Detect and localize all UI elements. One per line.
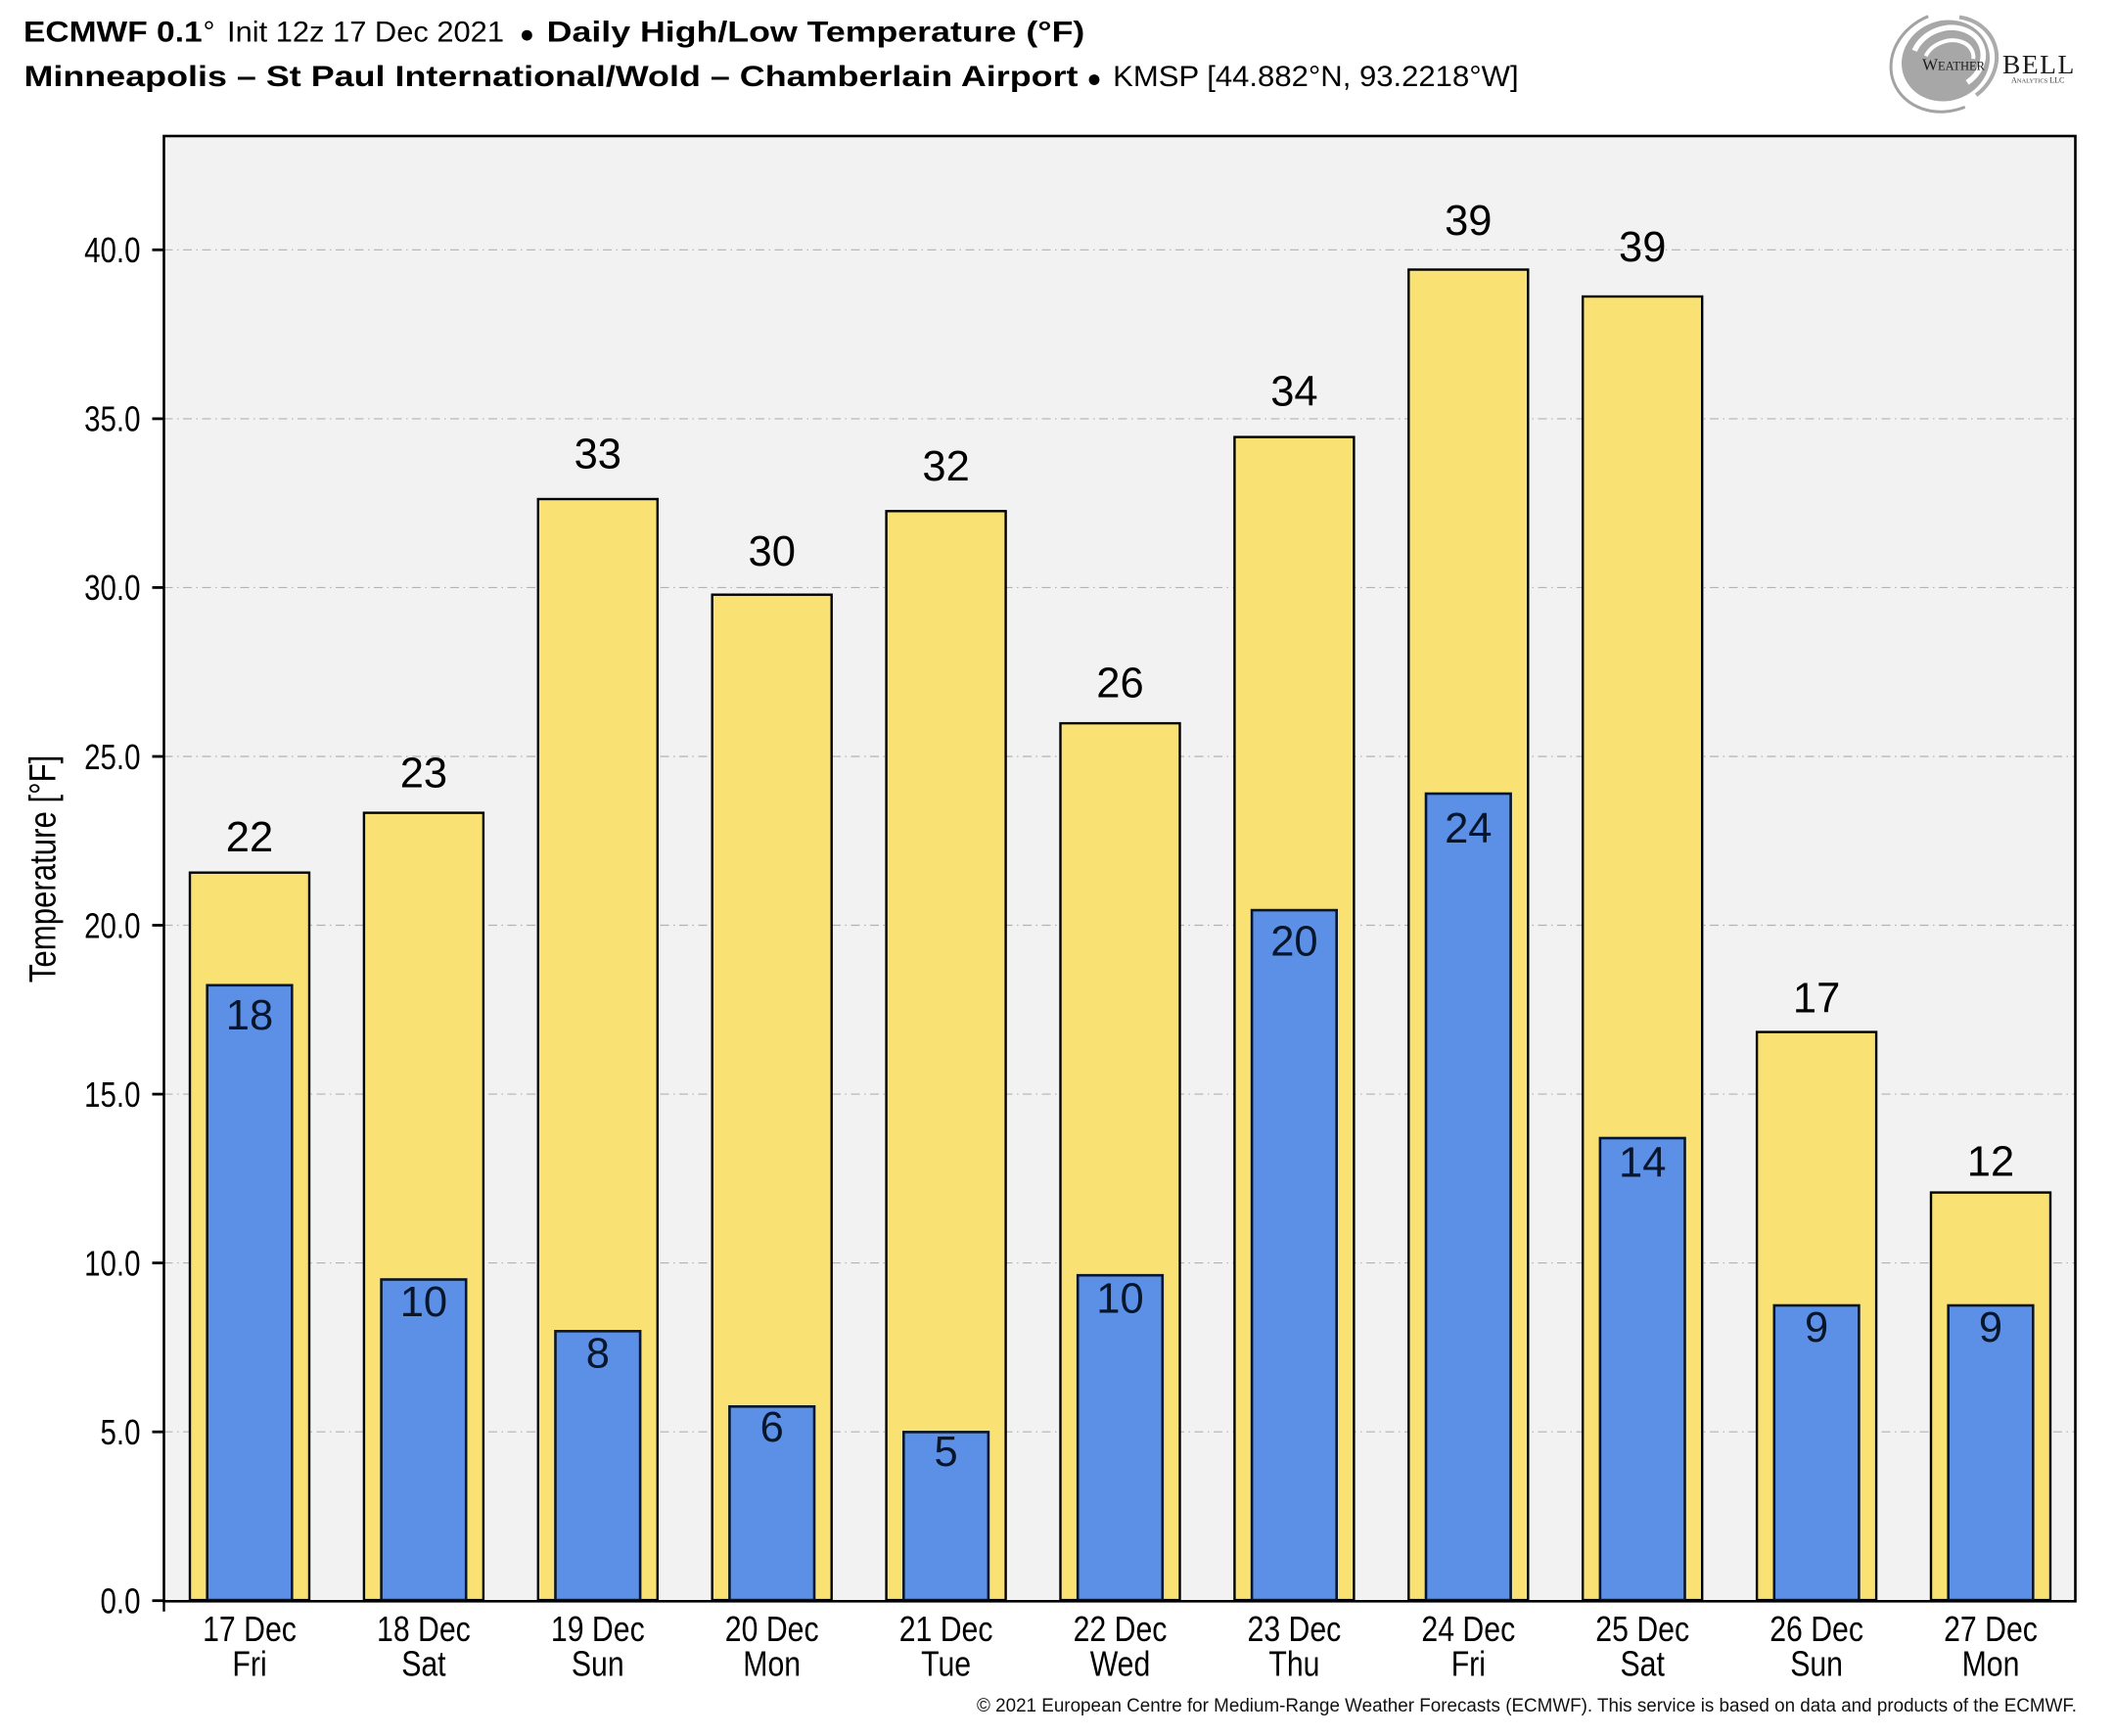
svg-text:33: 33 [574, 432, 621, 479]
svg-text:18: 18 [226, 992, 273, 1039]
svg-text:35.0: 35.0 [84, 399, 140, 439]
svg-text:Wed: Wed [1090, 1644, 1151, 1684]
svg-text:Daily High/Low Temperature (°F: Daily High/Low Temperature (°F) [547, 16, 1085, 48]
svg-text:17 Dec: 17 Dec [203, 1609, 297, 1649]
svg-text:KMSP [44.882°N, 93.2218°W]: KMSP [44.882°N, 93.2218°W] [1113, 61, 1518, 93]
svg-text:26: 26 [1096, 660, 1143, 707]
svg-text:°: ° [204, 16, 215, 48]
svg-text:39: 39 [1619, 224, 1666, 271]
svg-text:20.0: 20.0 [84, 905, 140, 945]
svg-text:6: 6 [760, 1404, 784, 1451]
svg-text:© 2021 European Centre for Med: © 2021 European Centre for Medium-Range … [977, 1696, 2077, 1716]
svg-text:21 Dec: 21 Dec [899, 1609, 993, 1649]
svg-text:9: 9 [1805, 1304, 1828, 1351]
svg-text:40.0: 40.0 [84, 230, 140, 270]
svg-text:5.0: 5.0 [101, 1412, 141, 1452]
svg-text:12: 12 [1967, 1138, 2014, 1185]
svg-text:Mon: Mon [743, 1644, 801, 1684]
svg-text:26 Dec: 26 Dec [1769, 1609, 1863, 1649]
svg-text:Sun: Sun [572, 1644, 624, 1684]
svg-text:22 Dec: 22 Dec [1074, 1609, 1168, 1649]
svg-text:30: 30 [749, 528, 796, 575]
svg-text:BELL: BELL [2002, 49, 2076, 79]
svg-text:Sat: Sat [401, 1644, 445, 1684]
svg-text:39: 39 [1445, 198, 1492, 245]
svg-text:24: 24 [1445, 805, 1492, 852]
svg-text:ANALYTICS LLC: ANALYTICS LLC [2011, 76, 2064, 85]
svg-text:25.0: 25.0 [84, 737, 140, 777]
svg-text:30.0: 30.0 [84, 568, 140, 608]
svg-text:14: 14 [1619, 1140, 1666, 1187]
svg-text:Temperature [°F]: Temperature [°F] [23, 755, 65, 983]
svg-text:19 Dec: 19 Dec [551, 1609, 645, 1649]
svg-text:ECMWF 0.1: ECMWF 0.1 [23, 16, 203, 48]
svg-text:17: 17 [1793, 975, 1840, 1022]
svg-text:10: 10 [1096, 1275, 1143, 1322]
svg-text:Tue: Tue [921, 1644, 971, 1684]
svg-text:Fri: Fri [232, 1644, 266, 1684]
svg-text:Sun: Sun [1790, 1644, 1843, 1684]
svg-text:WEATHER: WEATHER [1922, 56, 1986, 74]
svg-text:32: 32 [922, 443, 969, 490]
svg-text:22: 22 [226, 814, 273, 861]
svg-text:23: 23 [400, 751, 447, 798]
svg-text:0.0: 0.0 [101, 1581, 141, 1622]
svg-text:20: 20 [1270, 919, 1317, 966]
svg-text:10.0: 10.0 [84, 1243, 140, 1283]
svg-text:Minneapolis – St Paul Internat: Minneapolis – St Paul International/Wold… [24, 61, 1079, 93]
svg-text:27 Dec: 27 Dec [1944, 1609, 2038, 1649]
svg-text:25 Dec: 25 Dec [1595, 1609, 1689, 1649]
svg-text:15.0: 15.0 [84, 1074, 140, 1115]
svg-text:8: 8 [586, 1330, 610, 1377]
svg-text:Fri: Fri [1451, 1644, 1486, 1684]
svg-text:34: 34 [1270, 368, 1317, 415]
svg-text:Sat: Sat [1621, 1644, 1665, 1684]
svg-text:Mon: Mon [1962, 1644, 2020, 1684]
svg-text:23 Dec: 23 Dec [1248, 1609, 1342, 1649]
svg-text:Thu: Thu [1268, 1644, 1319, 1684]
svg-text:5: 5 [934, 1429, 957, 1476]
svg-text:18 Dec: 18 Dec [377, 1609, 471, 1649]
svg-text:24 Dec: 24 Dec [1421, 1609, 1515, 1649]
svg-text:9: 9 [1979, 1304, 2002, 1351]
svg-text:10: 10 [400, 1279, 447, 1326]
svg-text:20 Dec: 20 Dec [725, 1609, 819, 1649]
svg-text:Init 12z 17 Dec 2021: Init 12z 17 Dec 2021 [227, 16, 504, 48]
